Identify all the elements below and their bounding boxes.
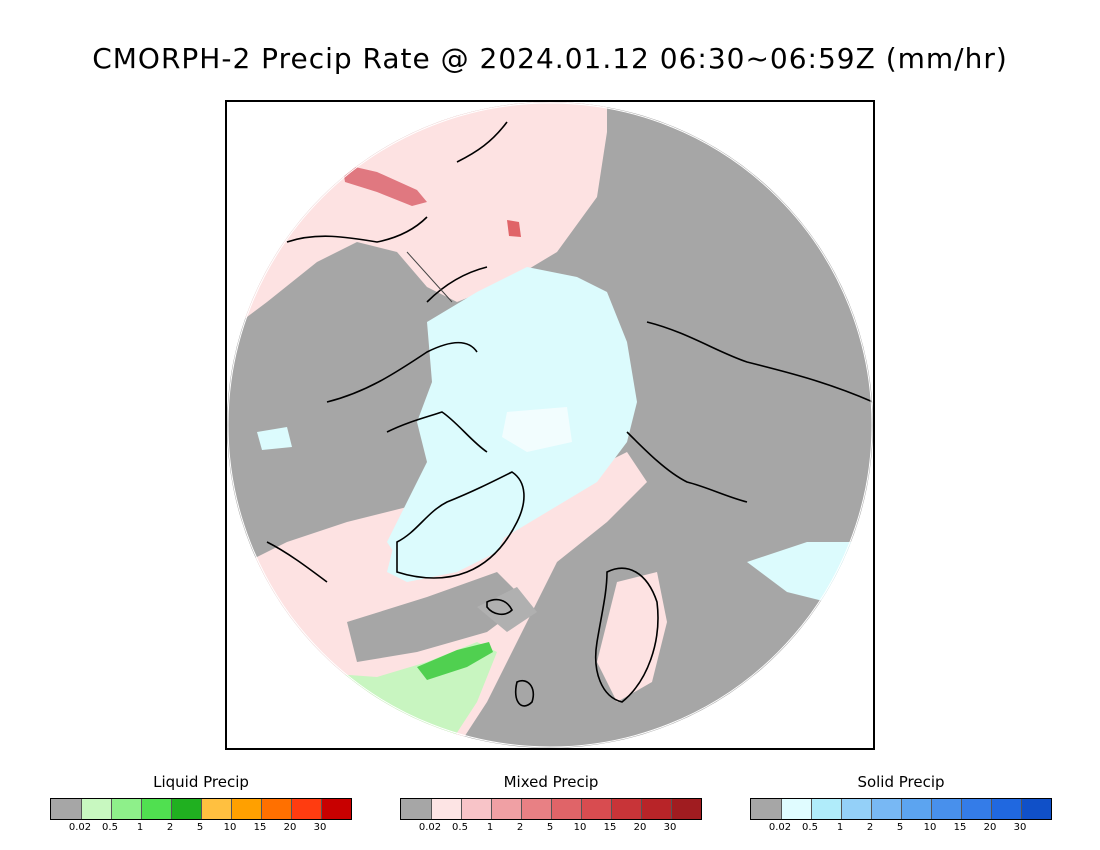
no-precip-patch-small [477,587,537,632]
legend-swatch [871,799,901,819]
pole-center [502,407,572,452]
legend-swatch [401,799,431,819]
mixed-precip-patch [507,220,521,237]
legend-tick-label: 5 [896,822,904,833]
legend-swatch [521,799,551,819]
legend-tick-label: 0.5 [102,822,118,833]
legend-tick-label: 0.02 [68,822,92,833]
legend-tick-label: 1 [836,822,844,833]
legend-swatch [581,799,611,819]
coastlines [266,121,873,707]
legend-tick-label: 5 [546,822,554,833]
solid-precip-greenland [387,452,527,582]
legend-swatch [641,799,671,819]
mixed-precip-streak-bering [342,164,427,206]
legend-tick-label: 5 [196,822,204,833]
legend-tick-label: 0.02 [418,822,442,833]
legend-tick-label: 30 [1013,822,1027,833]
legend-liquid: Liquid Precip 0.02 0.5 1 2 5 10 15 20 30 [50,772,352,836]
legend-swatches [750,798,1052,820]
legend-tick-label: 20 [983,822,997,833]
legend-swatch [841,799,871,819]
legend-tick-label: 15 [953,822,967,833]
polar-map[interactable] [225,100,875,750]
no-precip-patch-atlantic [347,572,527,662]
legend-tick-label: 0.02 [768,822,792,833]
legend-swatch [461,799,491,819]
legend-tick-label: 0.5 [452,822,468,833]
legend-swatch [141,799,171,819]
disk-edge [227,102,873,748]
legend-tick-label: 0.5 [802,822,818,833]
legend-swatch [961,799,991,819]
legend-tick-label: 2 [866,822,874,833]
legend-tick-label: 10 [223,822,237,833]
legend-swatch [811,799,841,819]
legend-tick-label: 20 [633,822,647,833]
legend-swatch [1021,799,1051,819]
legend-swatches [50,798,352,820]
legend-ticks: 0.02 0.5 1 2 5 10 15 20 30 [50,822,352,836]
legend-swatch [611,799,641,819]
legend-tick-label: 2 [166,822,174,833]
solid-precip-canada [257,427,292,450]
legend-ticks: 0.02 0.5 1 2 5 10 15 20 30 [400,822,702,836]
legend-tick-label: 10 [923,822,937,833]
legend-tick-label: 30 [663,822,677,833]
legend-swatch [751,799,781,819]
legend-title: Mixed Precip [503,773,599,791]
legend-swatch [171,799,201,819]
legend-swatch [321,799,351,819]
legend-swatch [291,799,321,819]
liquid-precip-core [417,642,493,680]
legend-tick-label: 20 [283,822,297,833]
legend-tick-label: 1 [486,822,494,833]
legend-mixed: Mixed Precip 0.02 0.5 1 2 5 10 15 20 30 [400,772,702,836]
legend-swatch [491,799,521,819]
legend-swatch [81,799,111,819]
map-disk [227,102,873,748]
legend-swatch [111,799,141,819]
legend-solid: Solid Precip 0.02 0.5 1 2 5 10 15 20 30 [750,772,1052,836]
legend-swatch [51,799,81,819]
map-title: CMORPH-2 Precip Rate @ 2024.01.12 06:30~… [92,42,1008,75]
legend-swatch [781,799,811,819]
legend-tick-label: 30 [313,822,327,833]
legend-tick-label: 10 [573,822,587,833]
legend-swatches [400,798,702,820]
legend-swatch [931,799,961,819]
legend-swatch [231,799,261,819]
legend-tick-label: 2 [516,822,524,833]
legend-tick-label: 1 [136,822,144,833]
legend-swatch [201,799,231,819]
legend-title: Liquid Precip [153,773,249,791]
legend-tick-label: 15 [253,822,267,833]
legend-swatch [991,799,1021,819]
legend-swatch [901,799,931,819]
legend-swatch [551,799,581,819]
legend-swatch [671,799,701,819]
legend-swatch [431,799,461,819]
legend-ticks: 0.02 0.5 1 2 5 10 15 20 30 [750,822,1052,836]
legend-swatch [261,799,291,819]
legend-title: Solid Precip [857,773,945,791]
border-line [406,251,453,303]
mixed-precip-scandinavia [597,572,667,702]
legend-tick-label: 15 [603,822,617,833]
polar-map-canvas [227,102,873,748]
